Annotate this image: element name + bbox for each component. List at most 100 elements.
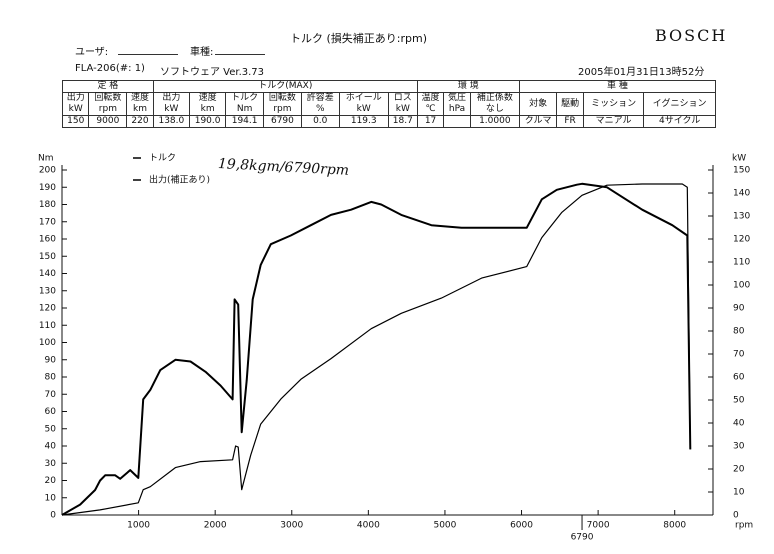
cell: 150 (61, 115, 90, 128)
cell (443, 115, 471, 128)
y2-tick-label: 150 (733, 166, 750, 176)
column-name: 回転数 (268, 93, 296, 103)
column-header: 温度 ℃ (416, 92, 445, 116)
x-tick-label: 4000 (357, 521, 380, 531)
title: トルク (損失補正あり:rpm) (290, 32, 428, 45)
y-tick-label: 80 (45, 373, 57, 383)
y-tick-label: 120 (39, 304, 56, 314)
device: FLA-206(#: 1) (75, 63, 145, 74)
y-axis-label: Nm (38, 154, 54, 164)
y2-tick-label: 50 (733, 396, 745, 406)
x-tick-label: 5000 (433, 521, 456, 531)
y2-tick-label: 110 (733, 258, 750, 268)
user-label: ユーザ: (75, 47, 109, 58)
column-unit: なし (485, 104, 504, 114)
column-name: 駆動 (561, 98, 580, 109)
column-name: ミッション (591, 98, 637, 109)
column-name: 温度 (421, 93, 440, 103)
y-tick-label: 180 (39, 200, 56, 210)
column-name: ロス (393, 93, 412, 103)
brand: BOSCH (655, 26, 728, 45)
y-tick-label: 40 (45, 442, 57, 452)
column-unit: kW (356, 104, 371, 114)
column-name: イグニション (652, 98, 707, 109)
x-marker-label: 6790 (571, 533, 594, 543)
y-tick-label: 170 (39, 217, 56, 227)
y-tick-label: 70 (45, 390, 57, 400)
y-tick-label: 130 (39, 286, 56, 296)
y-tick-label: 150 (39, 252, 56, 262)
x-tick-label: 8000 (663, 521, 686, 531)
y2-axis-label: kW (732, 154, 746, 164)
column-name: トルク (231, 93, 259, 103)
x-tick-label: 2000 (204, 521, 227, 531)
y-tick-label: 90 (45, 355, 57, 365)
column-header: 速度 km (188, 92, 227, 116)
column-header: 補正係数 なし (469, 92, 520, 116)
column-name: 補正係数 (476, 93, 513, 103)
y2-tick-label: 0 (733, 511, 739, 521)
y-tick-label: 20 (45, 476, 57, 486)
cell: 194.1 (225, 115, 265, 128)
y2-tick-label: 80 (733, 327, 745, 337)
y2-tick-label: 10 (733, 488, 745, 498)
y-tick-label: 140 (39, 269, 56, 279)
y-tick-label: 50 (45, 424, 57, 434)
column-name: 出力 (66, 93, 85, 103)
series-line (61, 183, 691, 516)
x-tick-label: 6000 (510, 521, 533, 531)
column-unit: hPa (448, 104, 466, 114)
column-unit: Nm (236, 104, 253, 114)
cell: 220 (126, 115, 154, 128)
x-tick-label: 3000 (280, 521, 303, 531)
column-name: ホイール (345, 93, 382, 103)
column-unit: km (133, 104, 147, 114)
y-tick-label: 200 (39, 166, 56, 176)
y2-tick-label: 30 (733, 442, 745, 452)
column-unit: kW (395, 104, 410, 114)
cell: FR (556, 115, 584, 128)
column-unit: ℃ (425, 104, 436, 114)
datetime: 2005年01月31日13時52分 (578, 67, 705, 78)
y2-tick-label: 140 (733, 189, 750, 199)
column-name: 対象 (529, 98, 548, 109)
y-tick-label: 30 (45, 459, 57, 469)
column-header: 出力 kW (61, 92, 90, 116)
x-axis-label: rpm (735, 521, 753, 531)
column-name: 回転数 (94, 93, 122, 103)
column-header: 速度 km (126, 92, 154, 116)
cell: 17 (416, 115, 445, 128)
y2-tick-label: 90 (733, 304, 745, 314)
annotation: 19,8kgm/6790rpm (218, 156, 350, 179)
car-line (215, 54, 265, 55)
cell: 4サイクル (643, 115, 716, 128)
cell: 190.0 (188, 115, 227, 128)
column-name: 速度 (198, 93, 217, 103)
x-tick-label: 7000 (587, 521, 610, 531)
cell: 119.3 (338, 115, 389, 128)
y-tick-label: 0 (50, 511, 56, 521)
column-name: 許容差 (306, 93, 334, 103)
user-line (118, 54, 178, 55)
y2-tick-label: 20 (733, 465, 745, 475)
column-header: 対象 (518, 92, 558, 116)
column-unit: kW (164, 104, 179, 114)
series-line (61, 182, 692, 516)
y-tick-label: 110 (39, 321, 56, 331)
y2-tick-label: 70 (733, 350, 745, 360)
software: ソフトウェア Ver.3.73 (160, 67, 265, 78)
column-header: ミッション (582, 92, 645, 116)
column-unit: % (315, 104, 325, 114)
y-tick-label: 160 (39, 235, 56, 245)
column-unit: kW (68, 104, 83, 114)
x-tick-label: 1000 (127, 521, 150, 531)
y-tick-label: 60 (45, 407, 57, 417)
legend-label: トルク (149, 153, 176, 164)
y2-tick-label: 130 (733, 212, 750, 222)
column-header: 駆動 (556, 92, 584, 116)
cell: マニアル (582, 115, 645, 128)
column-header: 許容差% (300, 92, 340, 116)
y2-tick-label: 40 (733, 419, 745, 429)
